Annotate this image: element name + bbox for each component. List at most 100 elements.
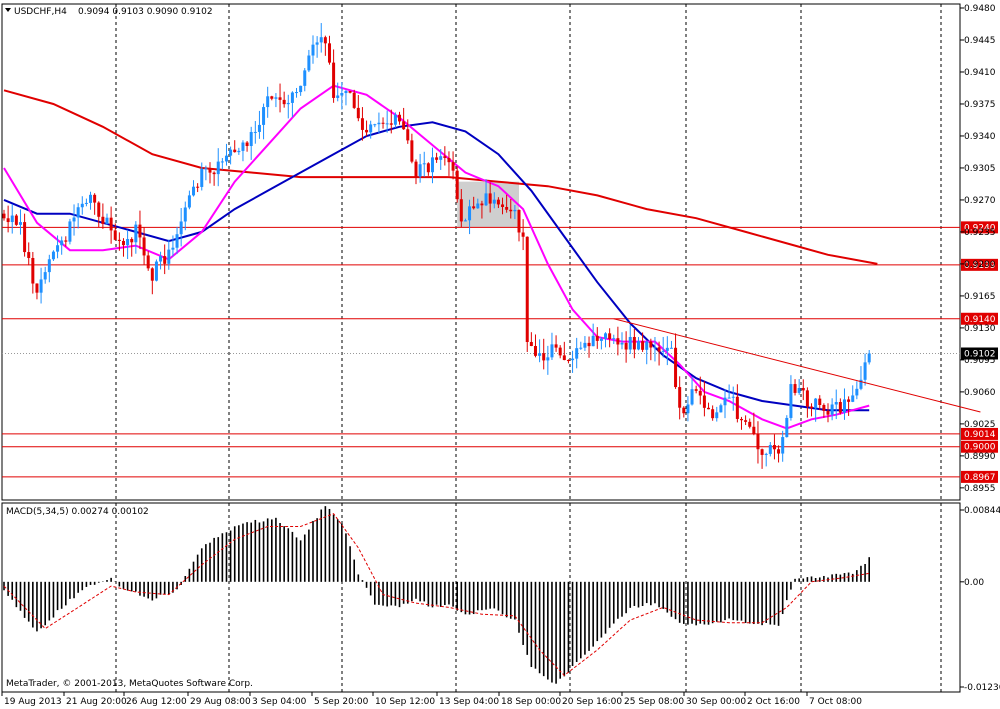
candle-body bbox=[406, 129, 410, 141]
candle-body bbox=[233, 149, 237, 153]
candle-body bbox=[674, 347, 678, 388]
candle-body bbox=[772, 445, 776, 450]
candle-body bbox=[748, 421, 752, 427]
price-axis-labels: 0.9480 0.9445 0.9410 0.9375 0.9340 0.9305 0.92… bbox=[960, 4, 996, 494]
candle-body bbox=[14, 215, 18, 225]
candle-body bbox=[97, 202, 101, 217]
time-label: 5 Sep 20:00 bbox=[314, 697, 369, 707]
candle-body bbox=[554, 344, 558, 348]
candle-body bbox=[752, 426, 756, 434]
macd-axis-labels: 0.00844 0.00 -0.01236 bbox=[960, 506, 1000, 693]
moving-averages bbox=[3, 84, 878, 430]
candle-body bbox=[509, 209, 513, 212]
candle-body bbox=[468, 206, 472, 221]
price-tick-label: 0.9095 bbox=[964, 356, 996, 366]
time-label: 26 Aug 12:00 bbox=[126, 697, 187, 707]
candle-body bbox=[863, 362, 867, 380]
copyright-label: MetaTrader, © 2001-2013, MetaQuotes Soft… bbox=[6, 679, 253, 689]
candle-body bbox=[439, 156, 443, 160]
candle-body bbox=[332, 62, 336, 98]
candle-body bbox=[101, 216, 105, 224]
candle-body bbox=[373, 124, 377, 126]
candle-body bbox=[620, 342, 624, 345]
candle-body bbox=[323, 37, 327, 44]
price-tick-label: 0.8990 bbox=[964, 452, 996, 462]
candle-body bbox=[418, 164, 422, 177]
candle-body bbox=[669, 347, 673, 349]
macd-tick-label: 0.00844 bbox=[964, 506, 1000, 516]
candle-body bbox=[599, 338, 603, 341]
candle-body bbox=[117, 239, 121, 241]
level-tag bbox=[961, 427, 998, 440]
candle-body bbox=[847, 399, 851, 402]
candle-body bbox=[678, 387, 682, 408]
candle-body bbox=[381, 122, 385, 124]
candle-body bbox=[492, 199, 496, 204]
candle-body bbox=[196, 186, 200, 188]
candle-body bbox=[698, 390, 702, 396]
candle-body bbox=[109, 217, 113, 231]
candle-body bbox=[348, 90, 352, 93]
time-label: 2 Oct 16:00 bbox=[747, 697, 800, 707]
candle-body bbox=[295, 92, 299, 94]
candle-body bbox=[690, 389, 694, 405]
candle-body bbox=[360, 118, 364, 130]
candle-body bbox=[566, 360, 570, 362]
candle-body bbox=[89, 194, 93, 203]
candle-body bbox=[463, 220, 467, 222]
price-tick-label: 0.9235 bbox=[964, 228, 996, 238]
time-label: 10 Sep 12:00 bbox=[375, 697, 435, 707]
dropdown-triangle-icon[interactable] bbox=[5, 8, 11, 12]
level-tag-label: 0.9140 bbox=[964, 315, 996, 325]
time-label: 3 Sep 04:00 bbox=[252, 697, 307, 707]
macd-tick-label: 0.00 bbox=[964, 578, 984, 588]
time-label: 19 Aug 2013 bbox=[4, 697, 62, 707]
candle-body bbox=[591, 335, 595, 347]
trendline bbox=[613, 318, 981, 413]
macd-signal-line bbox=[3, 513, 870, 677]
candle-body bbox=[208, 168, 212, 173]
candle-body bbox=[517, 209, 521, 233]
candle-body bbox=[278, 97, 282, 100]
candle-body bbox=[546, 357, 550, 361]
candle-body bbox=[241, 142, 245, 151]
candle-body bbox=[150, 268, 154, 281]
candle-body bbox=[484, 193, 488, 206]
candle-body bbox=[735, 396, 739, 419]
candle-body bbox=[430, 157, 434, 173]
candle-body bbox=[719, 405, 723, 413]
candle-body bbox=[443, 156, 447, 158]
candle-body bbox=[68, 221, 72, 242]
candle-body bbox=[702, 395, 706, 408]
candle-body bbox=[542, 353, 546, 361]
level-tag-label: 0.9240 bbox=[964, 223, 996, 233]
candle-body bbox=[682, 407, 686, 414]
candle-body bbox=[608, 333, 612, 339]
candle-body bbox=[455, 170, 459, 200]
candle-body bbox=[571, 358, 575, 361]
candle-body bbox=[744, 420, 748, 422]
candle-body bbox=[435, 157, 439, 160]
candle-body bbox=[266, 96, 270, 108]
candle-body bbox=[595, 335, 599, 341]
candle-body bbox=[587, 342, 591, 347]
ma-slow-line bbox=[3, 89, 878, 265]
candle-body bbox=[51, 251, 55, 260]
candle-body bbox=[229, 149, 233, 156]
candle-body bbox=[426, 163, 430, 173]
candle-body bbox=[327, 43, 331, 63]
candle-body bbox=[237, 150, 241, 153]
candle-body bbox=[764, 453, 768, 455]
candle-body bbox=[274, 97, 278, 99]
candle-body bbox=[513, 209, 517, 212]
candle-body bbox=[245, 142, 249, 147]
macd-frame bbox=[1, 502, 961, 693]
time-label: 30 Sep 00:00 bbox=[686, 697, 746, 707]
candle-body bbox=[249, 132, 253, 147]
candle-body bbox=[822, 404, 826, 411]
ma-mid-line bbox=[3, 121, 870, 412]
candle-body bbox=[855, 388, 859, 396]
candle-body bbox=[488, 193, 492, 204]
candle-body bbox=[299, 85, 303, 93]
ma-fast-line bbox=[3, 84, 870, 430]
